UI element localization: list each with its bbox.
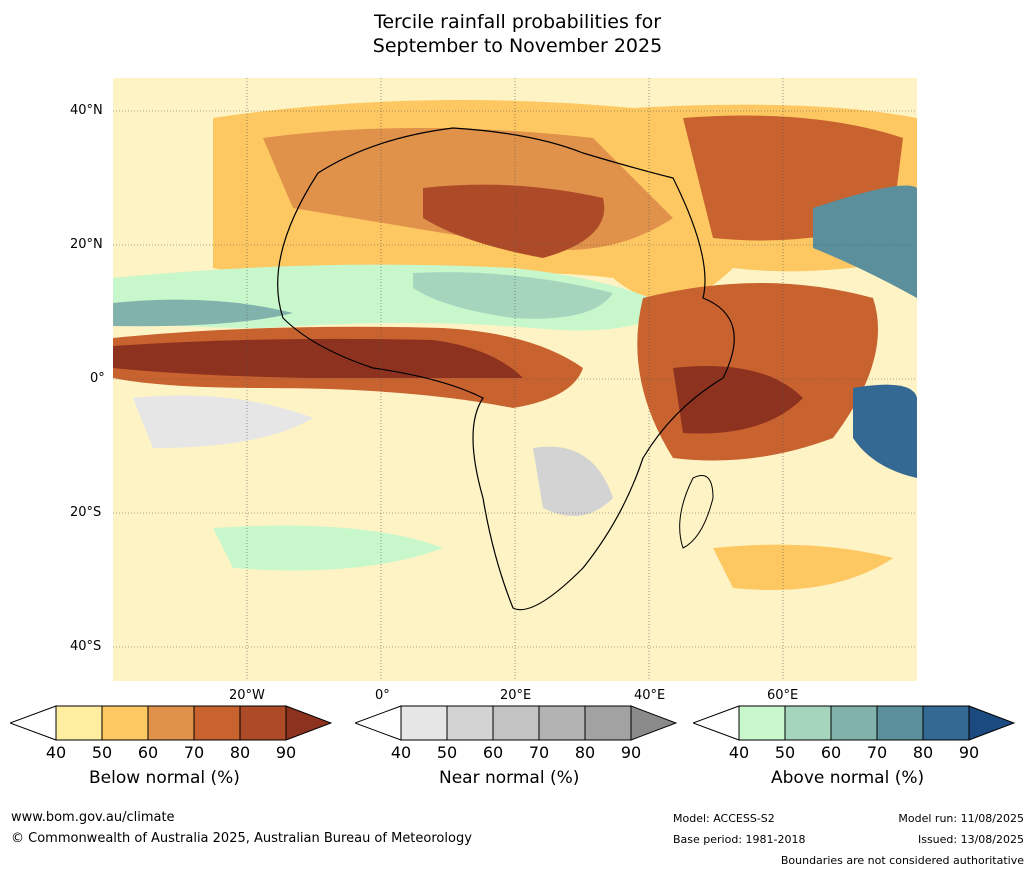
near-tick: 80 [574,743,596,762]
lat-label-20n: 20°N [70,237,103,252]
chart-title: Tercile rainfall probabilities for Septe… [0,10,1035,58]
west-atlantic-band [113,299,293,327]
lat-label-40s: 40°S [70,639,102,654]
near-normal-label: Near normal (%) [439,768,580,788]
below-tick: 90 [275,743,297,762]
south-indian-below [713,544,893,590]
lon-label-20w: 20°W [229,688,265,703]
lat-label-0: 0° [90,371,105,386]
south-atlantic-above [213,525,443,571]
below-tick: 60 [137,743,159,762]
southern-africa-near-normal [533,446,613,516]
below-normal-colorbar [10,705,332,741]
near-tick: 90 [620,743,642,762]
above-normal-label: Above normal (%) [771,768,925,788]
arabian-sea-above [813,185,917,298]
above-tick: 60 [820,743,842,762]
disclaimer-text: Boundaries are not considered authoritat… [780,854,1024,867]
sahara-core [423,184,605,258]
title-line-2: September to November 2025 [372,35,663,57]
model-run-text: Model run: 11/08/2025 [898,812,1024,825]
below-tick: 70 [183,743,205,762]
atlantic-near-normal [133,395,313,448]
graticule [113,78,917,681]
near-tick: 40 [390,743,412,762]
lon-label-20e: 20°E [500,688,532,703]
near-tick: 50 [436,743,458,762]
near-tick: 60 [482,743,504,762]
below-tick: 50 [91,743,113,762]
title-line-1: Tercile rainfall probabilities for [373,11,662,33]
copyright-text: © Commonwealth of Australia 2025, Austra… [11,831,472,846]
sahel-core [413,272,613,319]
below-tick: 80 [229,743,251,762]
lat-label-40n: 40°N [70,103,103,118]
below-tick: 40 [45,743,67,762]
issued-text: Issued: 13/08/2025 [917,833,1024,846]
website-link[interactable]: www.bom.gov.au/climate [11,810,175,825]
above-tick: 50 [774,743,796,762]
indian-ocean-above [853,384,917,478]
lon-label-40e: 40°E [634,688,666,703]
above-normal-colorbar [693,705,1015,741]
above-tick: 70 [866,743,888,762]
africa-coastline [277,127,735,611]
base-period-text: Base period: 1981-2018 [673,833,806,846]
lat-label-20s: 20°S [70,505,102,520]
lon-label-0: 0° [375,688,390,703]
near-tick: 70 [528,743,550,762]
above-tick: 90 [958,743,980,762]
lon-label-60e: 60°E [767,688,799,703]
above-tick: 80 [912,743,934,762]
below-normal-label: Below normal (%) [89,768,240,788]
indian-ocean-core [673,366,803,434]
equatorial-core [113,338,523,378]
rainfall-map [113,78,917,681]
model-text: Model: ACCESS-S2 [673,812,775,825]
near-normal-colorbar [355,705,677,741]
above-tick: 40 [728,743,750,762]
